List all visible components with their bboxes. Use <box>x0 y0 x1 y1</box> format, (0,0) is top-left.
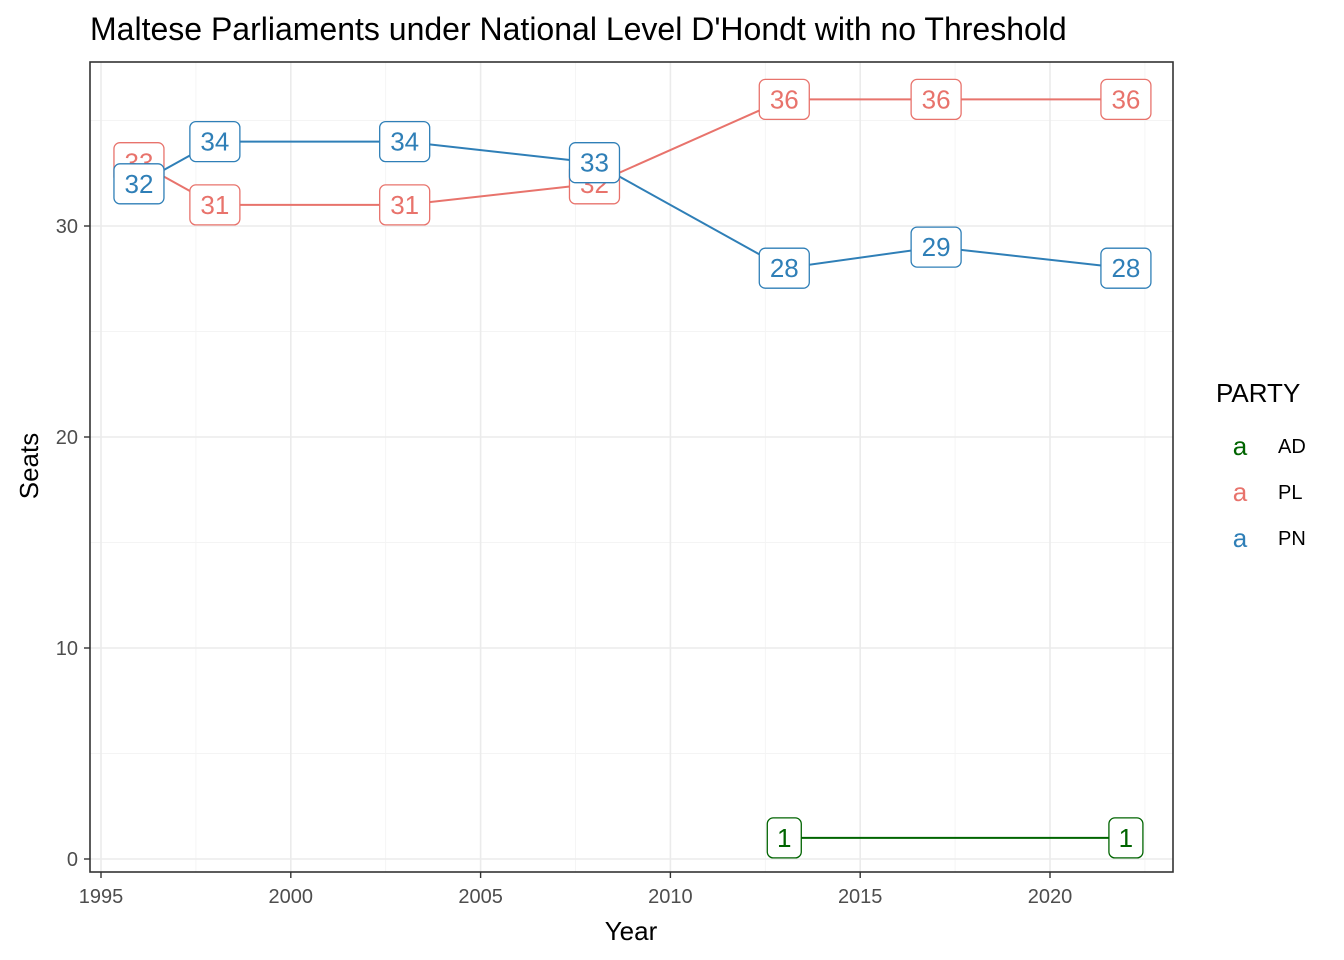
data-label-box <box>766 817 802 859</box>
y-tick-label: 20 <box>56 427 78 449</box>
series-line-pl <box>138 98 1126 206</box>
data-label-ad: 1 <box>766 817 802 859</box>
panel-border <box>89 61 1174 873</box>
chart-title: Maltese Parliaments under National Level… <box>90 11 1067 47</box>
plot-area: 1995 2000 2005 2010 2015 2020 0 10 20 30 1 1 33 31 31 3… <box>56 61 1174 908</box>
y-axis-title: Seats <box>14 433 44 500</box>
legend-key-pn: a <box>1233 523 1248 553</box>
data-label-pl: 36 <box>1100 78 1152 121</box>
x-tick-label: 1995 <box>79 886 124 908</box>
x-tick-label: 2010 <box>648 886 693 908</box>
data-label-text: 1 <box>1119 823 1133 853</box>
x-axis-title: Year <box>605 916 658 946</box>
data-label-text: 36 <box>770 84 799 114</box>
legend-key-pl: a <box>1233 477 1248 507</box>
data-label-box <box>189 184 241 226</box>
legend: PARTY a AD a PL a PN <box>1216 378 1306 553</box>
data-label-text: 1 <box>777 823 791 853</box>
data-label-pn: 32 <box>113 163 165 205</box>
legend-label-pn: PN <box>1278 528 1306 550</box>
data-label-box <box>568 142 621 184</box>
data-label-box <box>189 120 241 163</box>
data-label-text: 33 <box>580 148 609 178</box>
data-label-box <box>758 247 810 289</box>
data-label-text: 36 <box>922 84 951 114</box>
data-label-text: 28 <box>1111 253 1140 283</box>
legend-title: PARTY <box>1216 378 1300 408</box>
data-label-pl: 31 <box>189 184 241 226</box>
y-tick-label: 10 <box>56 638 78 660</box>
data-label-box <box>1100 247 1152 289</box>
data-label-pl: 36 <box>758 78 810 121</box>
data-label-text: 34 <box>390 127 419 157</box>
data-label-text: 34 <box>200 127 229 157</box>
data-label-box <box>758 78 810 121</box>
data-label-box <box>1100 78 1152 121</box>
data-label-box <box>910 226 962 268</box>
data-label-text: 32 <box>124 169 153 199</box>
data-label-pn: 28 <box>1100 247 1152 289</box>
legend-label-pl: PL <box>1278 482 1302 504</box>
data-label-text: 31 <box>390 190 419 220</box>
data-label-text: 31 <box>200 190 229 220</box>
x-tick-label: 2005 <box>458 886 503 908</box>
x-tick-label: 2015 <box>838 886 883 908</box>
data-label-pn: 29 <box>910 226 962 268</box>
legend-label-ad: AD <box>1278 436 1306 458</box>
x-tick-label: 2000 <box>269 886 314 908</box>
data-label-pn: 28 <box>758 247 810 289</box>
data-label-pl: 31 <box>379 184 431 226</box>
data-label-box <box>379 120 431 163</box>
data-label-box <box>379 184 431 226</box>
legend-key-ad: a <box>1233 431 1248 461</box>
data-label-text: 28 <box>770 253 799 283</box>
data-label-box <box>910 78 962 121</box>
data-label-pl: 36 <box>910 78 962 121</box>
data-label-pn: 33 <box>568 142 621 184</box>
data-label-text: 29 <box>922 232 951 262</box>
y-tick-label: 30 <box>56 216 78 238</box>
x-tick-label: 2020 <box>1028 886 1073 908</box>
data-label-pn: 34 <box>379 120 431 163</box>
data-label-pn: 34 <box>189 120 241 163</box>
data-label-text: 36 <box>1111 84 1140 114</box>
data-label-box <box>113 163 165 205</box>
data-label-ad: 1 <box>1108 817 1144 859</box>
y-tick-label: 0 <box>67 849 78 871</box>
data-label-box <box>1108 817 1144 859</box>
